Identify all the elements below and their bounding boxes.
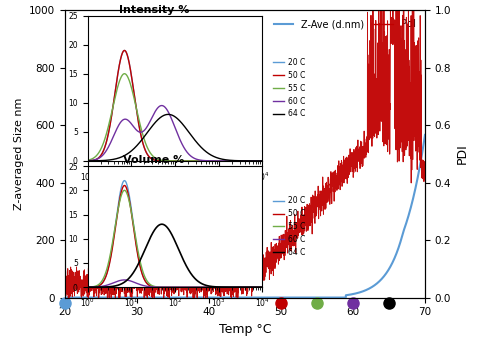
Y-axis label: PDI: PDI <box>456 144 468 164</box>
Title: Volume %: Volume % <box>124 155 184 165</box>
Legend: Z-Ave (d.nm), PdI: Z-Ave (d.nm), PdI <box>270 15 420 33</box>
Legend: 20 C, 50 C, 55 C, 60 C, 64 C: 20 C, 50 C, 55 C, 60 C, 64 C <box>270 193 308 260</box>
Legend: 20 C, 50 C, 55 C, 60 C, 64 C: 20 C, 50 C, 55 C, 60 C, 64 C <box>270 55 308 121</box>
X-axis label: Temp °C: Temp °C <box>219 323 271 336</box>
Y-axis label: Z-averaged Size nm: Z-averaged Size nm <box>14 98 24 210</box>
Title: Intensity %: Intensity % <box>119 5 189 15</box>
